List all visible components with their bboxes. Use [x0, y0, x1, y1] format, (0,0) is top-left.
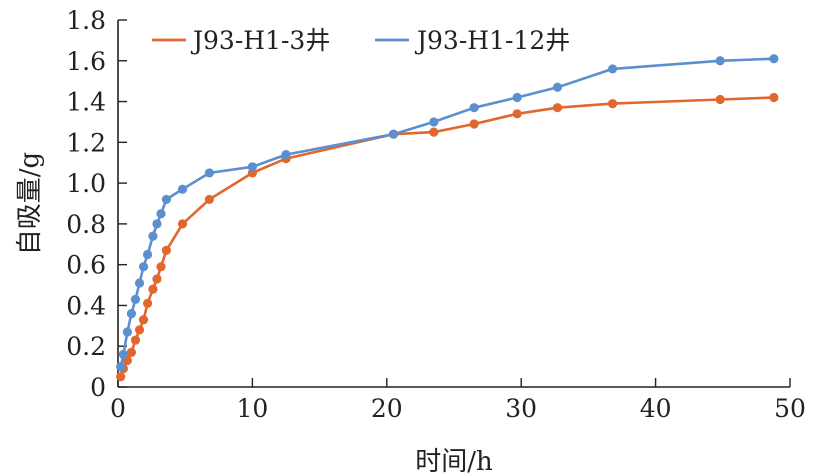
data-point — [715, 94, 725, 105]
data-point — [769, 92, 779, 103]
y-tick-label: 1.4 — [66, 88, 106, 117]
data-point — [142, 249, 153, 260]
data-point — [148, 231, 158, 241]
data-point — [715, 56, 725, 66]
data-point — [281, 149, 291, 160]
data-point — [177, 219, 188, 229]
data-point — [204, 194, 214, 205]
data-point — [177, 184, 188, 194]
y-tick-label: 1.6 — [66, 47, 106, 76]
data-point — [118, 349, 128, 359]
series-1 — [116, 92, 779, 382]
legend-item: J93-H1-12井 — [375, 26, 570, 55]
y-tick-label: 1.2 — [66, 128, 106, 157]
series-line — [119, 57, 774, 367]
data-point — [161, 194, 171, 205]
y-tick-label: 1.8 — [66, 6, 106, 35]
y-axis-title: 自吸量/g — [15, 152, 45, 255]
y-ticks: 0 0.2 0.4 0.6 0.8 1.0 1.2 1.4 1.6 1.8 — [66, 6, 127, 402]
data-point — [161, 245, 171, 255]
data-point — [116, 362, 126, 372]
axes: 0 0.2 0.4 0.6 0.8 1.0 1.2 1.4 1.6 1.8 0 10 20 30 40 50 — [66, 6, 806, 423]
data-point — [388, 129, 399, 139]
data-point — [152, 274, 162, 284]
legend-item: J93-H1-3井 — [152, 26, 330, 55]
data-point — [134, 278, 145, 288]
y-tick-label: 0.8 — [66, 210, 106, 239]
data-point — [156, 262, 166, 272]
data-point — [134, 325, 145, 335]
data-point — [156, 209, 166, 219]
data-point — [552, 103, 563, 113]
data-point — [122, 327, 133, 337]
x-tick-label: 10 — [236, 394, 268, 423]
y-tick-label: 1.0 — [66, 169, 106, 198]
data-point — [148, 284, 158, 294]
data-point — [607, 64, 618, 74]
legend-label: J93-H1-3井 — [190, 26, 330, 55]
series-2 — [116, 54, 779, 372]
data-point — [138, 262, 149, 272]
data-point — [429, 117, 439, 127]
data-point — [469, 119, 479, 129]
data-point — [130, 294, 141, 304]
x-axis-title: 时间/h — [415, 447, 493, 476]
series-layer — [116, 54, 779, 382]
y-tick-label: 0 — [90, 373, 106, 402]
x-tick-label: 30 — [505, 394, 537, 423]
data-point — [152, 219, 162, 229]
legend: J93-H1-3井 J93-H1-12井 — [152, 26, 570, 55]
series-line — [119, 96, 774, 378]
x-tick-label: 50 — [774, 394, 806, 423]
x-tick-label: 0 — [110, 394, 126, 423]
data-point — [138, 315, 149, 325]
data-point — [126, 347, 137, 357]
data-point — [552, 82, 563, 92]
data-point — [116, 372, 126, 382]
data-point — [126, 309, 137, 319]
data-point — [204, 168, 214, 178]
y-tick-label: 0.2 — [66, 332, 106, 361]
legend-label: J93-H1-12井 — [414, 26, 570, 55]
x-tick-label: 20 — [371, 394, 403, 423]
x-tick-label: 40 — [640, 394, 672, 423]
data-point — [469, 103, 479, 113]
data-point — [429, 127, 439, 137]
y-tick-label: 0.6 — [66, 251, 106, 280]
x-ticks: 0 10 20 30 40 50 — [110, 378, 806, 423]
data-point — [247, 162, 257, 172]
data-point — [769, 54, 779, 64]
data-point — [607, 98, 618, 109]
data-point — [130, 335, 141, 345]
data-point — [512, 109, 522, 119]
y-tick-label: 0.4 — [66, 291, 106, 320]
data-point — [142, 298, 153, 309]
data-point — [512, 92, 522, 103]
